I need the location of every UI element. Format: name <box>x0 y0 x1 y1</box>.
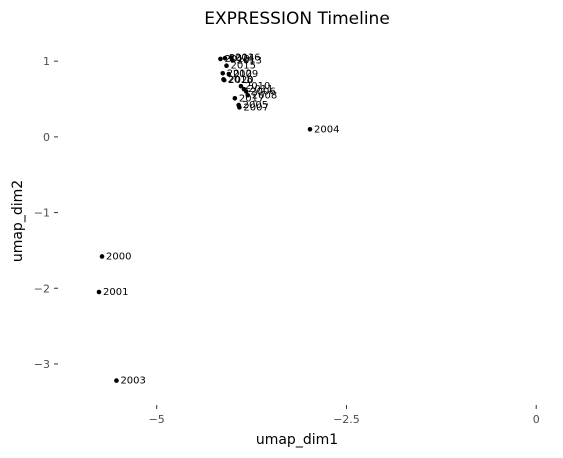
point-label: 2020 <box>228 75 253 86</box>
point-label: 2004 <box>314 124 339 135</box>
point-label: 2001 <box>103 287 128 298</box>
point-labels: 2000200120032004200520062007200820092010… <box>103 52 339 386</box>
point-label: 2003 <box>120 376 145 387</box>
data-points <box>96 55 313 383</box>
y-axis: 1 0 −1 −2 −3 <box>34 55 58 371</box>
point-label: 2013 <box>237 55 262 66</box>
point-label: 2009 <box>233 69 258 80</box>
point-label: 2012 <box>227 68 252 79</box>
x-tick-label: −5 <box>149 413 165 426</box>
point-label: 2000 <box>106 251 131 262</box>
data-point <box>96 289 102 295</box>
x-tick-label: 0 <box>533 413 540 426</box>
point-label: 2005 <box>243 100 268 111</box>
data-point <box>245 92 251 98</box>
data-point <box>232 95 238 101</box>
x-axis-label: umap_dim1 <box>256 432 338 448</box>
point-label: 2014 <box>229 53 254 64</box>
y-axis-label: umap_dim2 <box>10 180 26 262</box>
data-point <box>307 127 313 132</box>
chart-title: EXPRESSION Timeline <box>204 9 390 29</box>
data-point <box>237 105 242 110</box>
data-point <box>226 71 232 77</box>
data-point <box>218 56 223 62</box>
point-label: 2015 <box>231 61 256 72</box>
point-label: 2018 <box>227 74 252 85</box>
point-label: 2019 <box>224 54 249 65</box>
point-label: 2010 <box>245 81 270 92</box>
point-label: 2007 <box>243 102 268 113</box>
data-point <box>220 71 226 76</box>
data-point <box>114 378 119 383</box>
data-point <box>99 254 105 259</box>
x-tick-label: −2.5 <box>333 413 360 426</box>
data-point <box>224 63 229 69</box>
y-tick-label: −1 <box>34 207 50 220</box>
data-point <box>238 83 244 89</box>
data-point <box>222 55 228 61</box>
point-label: 2006 <box>250 86 275 97</box>
point-label: 2011 <box>248 84 273 95</box>
y-tick-label: −3 <box>34 358 50 371</box>
data-point <box>228 55 234 60</box>
point-label: 2017 <box>239 93 264 104</box>
data-point <box>221 77 227 83</box>
point-label: 2016 <box>235 52 260 63</box>
y-tick-label: 0 <box>43 131 50 144</box>
data-point <box>241 86 247 92</box>
y-tick-label: 1 <box>43 55 50 68</box>
y-tick-label: −2 <box>34 282 50 295</box>
x-axis: −5 −2.5 0 <box>149 405 540 426</box>
point-label: 2008 <box>252 90 277 101</box>
